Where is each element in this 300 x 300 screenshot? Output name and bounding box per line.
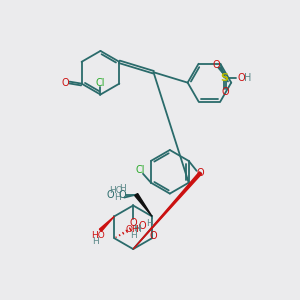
- Text: O: O: [149, 231, 157, 241]
- Text: H: H: [114, 193, 121, 202]
- Polygon shape: [99, 216, 114, 231]
- Text: H: H: [92, 237, 99, 246]
- Text: H: H: [134, 225, 140, 234]
- Text: HO: HO: [110, 186, 123, 195]
- Text: O: O: [197, 168, 204, 178]
- Text: Cl: Cl: [96, 78, 105, 88]
- Text: H: H: [147, 219, 153, 228]
- Text: O: O: [237, 73, 245, 82]
- Text: O: O: [106, 190, 114, 200]
- Text: S: S: [220, 73, 228, 82]
- Text: H: H: [119, 184, 126, 193]
- Text: O: O: [213, 60, 220, 70]
- Text: O: O: [118, 190, 126, 200]
- Text: O: O: [221, 88, 229, 98]
- Text: O: O: [138, 221, 146, 231]
- Text: OH: OH: [125, 225, 139, 234]
- Text: O: O: [62, 77, 70, 88]
- Text: O: O: [129, 218, 137, 228]
- Text: Cl: Cl: [135, 165, 145, 175]
- Polygon shape: [135, 194, 152, 216]
- Text: H: H: [244, 73, 252, 82]
- Polygon shape: [133, 172, 202, 249]
- Text: H: H: [130, 231, 136, 240]
- Text: HO: HO: [92, 231, 105, 240]
- Text: H: H: [133, 224, 140, 233]
